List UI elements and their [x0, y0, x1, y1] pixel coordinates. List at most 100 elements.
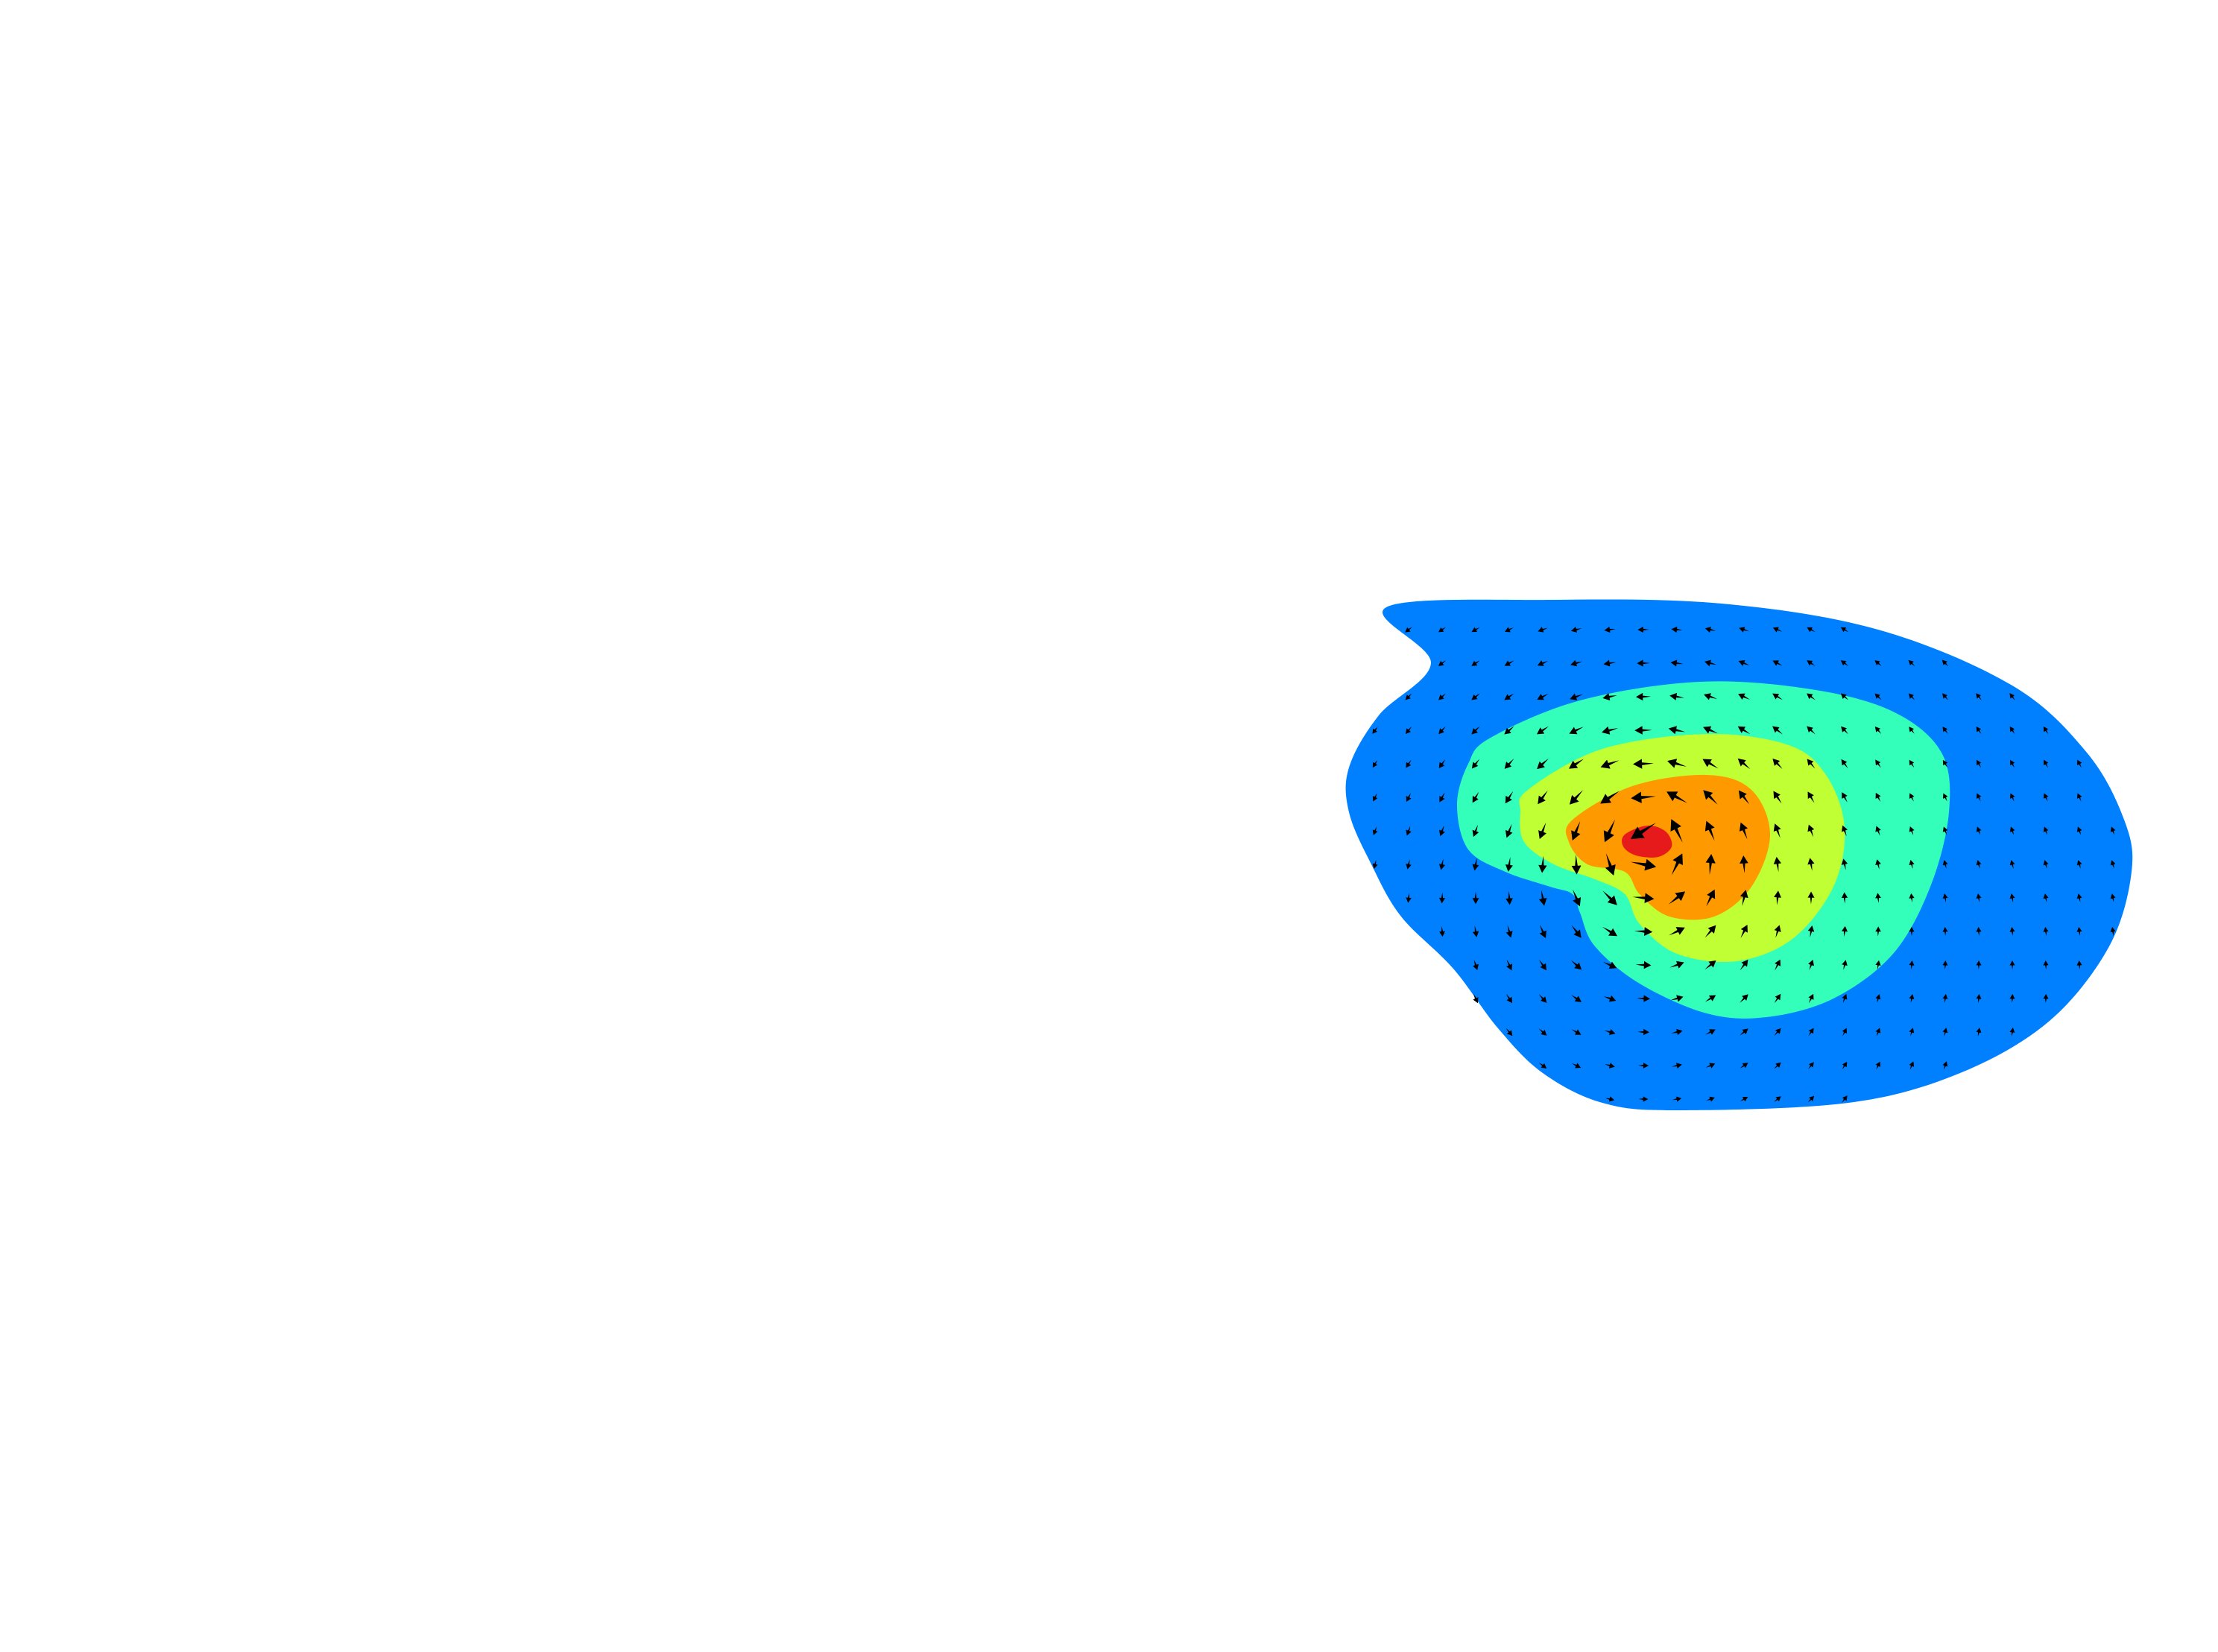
quiver-arrow [1538, 1028, 1547, 1036]
quiver-arrow [1704, 960, 1716, 970]
quiver-arrow [2009, 693, 2015, 700]
quiver-arrow [1740, 1096, 1748, 1102]
quiver-arrow [1671, 1028, 1683, 1036]
quiver-arrow [1603, 659, 1617, 667]
quiver-arrow [1472, 925, 1479, 937]
quiver-arrow [1841, 925, 1848, 937]
quiver-arrow [1807, 858, 1815, 871]
quiver-arrow [1976, 893, 1982, 902]
quiver-arrow [2076, 793, 2082, 802]
quiver-arrow [1438, 858, 1446, 870]
quiver-arrow [1637, 1028, 1649, 1036]
quiver-arrow [1704, 693, 1717, 700]
quiver-arrow [1807, 791, 1815, 803]
quiver-arrow [1605, 1063, 1615, 1069]
quiver-arrow [1807, 824, 1815, 838]
quiver-arrow [1842, 1095, 1848, 1103]
quiver-arrow [2076, 960, 2082, 970]
quiver-arrow [1603, 819, 1615, 843]
quiver-arrow [1909, 960, 1915, 970]
quiver-arrow [1909, 994, 1915, 1003]
quiver-arrow [1632, 893, 1655, 904]
quiver-arrow [1875, 926, 1881, 937]
quiver-arrow [1738, 693, 1750, 700]
quiver-arrow [1668, 891, 1686, 905]
quiver-arrow [1942, 1028, 1948, 1037]
quiver-arrow [1439, 792, 1445, 803]
quiver-arrow [1571, 854, 1582, 875]
quiver-arrow [1406, 893, 1412, 903]
quiver-arrow [1573, 889, 1582, 907]
quiver-arrow [1438, 693, 1446, 700]
quiver-arrow [2043, 893, 2049, 902]
quiver-arrow [1942, 793, 1948, 802]
quiver-arrow [1740, 959, 1748, 971]
quiver-arrow [1909, 793, 1915, 802]
quiver-arrow [1807, 925, 1815, 937]
quiver-arrow [1405, 727, 1412, 734]
quiver-arrow [1842, 1061, 1848, 1070]
quiver-arrow [2076, 860, 2082, 869]
quiver-arrow [1807, 693, 1816, 700]
quiver-arrow [1702, 759, 1719, 769]
quiver-arrow [1670, 659, 1684, 667]
quiver-arrow [1942, 994, 1948, 1003]
quiver-arrow [1775, 959, 1781, 971]
quiver-arrow [1875, 759, 1881, 768]
quiver-arrow [1942, 826, 1948, 835]
quiver-arrow [1505, 823, 1513, 838]
quiver-arrow [1909, 826, 1915, 835]
quiver-arrow [1667, 759, 1687, 768]
quiver-arrow [1637, 1063, 1649, 1069]
quiver-arrow [1602, 926, 1618, 937]
quiver-arrow [2076, 927, 2082, 936]
quiver-arrow [2009, 860, 2015, 869]
quiver-arrow [1909, 759, 1915, 768]
quiver-arrow [1704, 820, 1715, 841]
quiver-arrow [1505, 890, 1513, 905]
quiver-arrow [1773, 856, 1782, 873]
quiver-arrow [1505, 791, 1514, 804]
quiver-arrow [1705, 1029, 1716, 1035]
quiver-arrow [1808, 1028, 1814, 1037]
quiver-arrow [1604, 626, 1616, 633]
quiver-arrow [1538, 890, 1547, 906]
quiver-arrows [1372, 626, 2116, 1103]
quiver-arrow [1772, 759, 1783, 769]
quiver-arrow [2043, 860, 2049, 869]
quiver-arrow [1602, 890, 1617, 905]
quiver-arrow [1842, 993, 1848, 1004]
quiver-arrow [1976, 993, 1982, 1004]
quiver-arrow [1976, 693, 1982, 700]
quiver-arrow [1504, 693, 1514, 700]
quiver-arrow [1439, 825, 1445, 837]
quiver-arrow [1372, 859, 1378, 870]
quiver-arrow [1840, 627, 1849, 633]
quiver-arrow [1405, 627, 1412, 633]
quiver-arrow [1537, 758, 1549, 770]
quiver-arrow [1705, 854, 1716, 875]
quiver-arrow [2043, 993, 2049, 1004]
quiver-arrow [1841, 858, 1848, 870]
quiver-arrow [1505, 1028, 1513, 1037]
quiver-arrow [1539, 925, 1546, 938]
quiver-arrow [1570, 693, 1583, 700]
quiver-arrow [1942, 893, 1948, 902]
quiver-arrow [1737, 726, 1751, 735]
quiver-arrow [2110, 893, 2116, 902]
quiver-arrow [1909, 859, 1915, 870]
quiver-arrow [1942, 759, 1948, 768]
quiver-arrow [1372, 727, 1378, 734]
quiver-arrow [1538, 627, 1548, 633]
contour-fills [1345, 599, 2133, 1110]
quiver-arrow [1976, 793, 1982, 802]
quiver-arrow [1504, 660, 1514, 666]
quiver-arrow [1473, 959, 1479, 971]
quiver-arrow [1774, 890, 1782, 905]
quiver-arrow [1875, 1028, 1881, 1037]
quiver-arrow [1635, 960, 1652, 969]
quiver-arrow [1942, 727, 1948, 734]
quiver-arrow [1570, 960, 1582, 970]
quiver-arrow [1438, 892, 1446, 904]
